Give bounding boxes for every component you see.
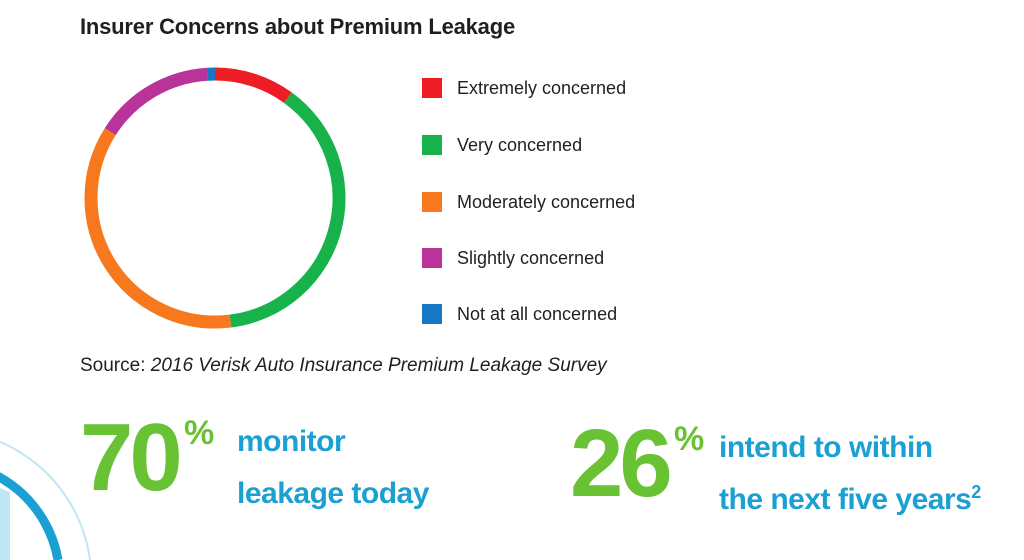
stat-description-line2: leakage today	[237, 477, 429, 510]
source-title: 2016 Verisk Auto Insurance Premium Leaka…	[150, 355, 607, 376]
stat-percent-sign: %	[184, 414, 215, 452]
source-prefix: Source:	[80, 355, 151, 376]
source-note: Source: 2016 Verisk Auto Insurance Premi…	[80, 355, 607, 377]
stat-description: monitor leakage today	[237, 420, 429, 516]
donut-slice-slightly-concerned	[104, 67, 208, 136]
stat-description: intend to within the next five years2	[719, 426, 981, 522]
legend-label-moderately-concerned: Moderately concerned	[457, 191, 636, 212]
stat-monitor: 70 % monitor leakage today	[80, 410, 440, 520]
legend-label-extremely-concerned: Extremely concerned	[457, 77, 627, 98]
stat-description-line1: monitor	[237, 425, 346, 458]
legend-item-not-at-all-concerned: Not at all concerned	[422, 302, 617, 326]
legend-swatch-slightly-concerned	[422, 248, 442, 268]
chart-title: Insurer Concerns about Premium Leakage	[80, 14, 515, 39]
legend-label-not-at-all-concerned: Not at all concerned	[457, 303, 618, 324]
legend-swatch-extremely-concerned	[422, 78, 442, 98]
legend-swatch-very-concerned	[422, 135, 442, 155]
donut-slice-extremely-concerned	[214, 67, 292, 104]
legend-item-extremely-concerned: Extremely concerned	[422, 76, 626, 100]
legend-item-moderately-concerned: Moderately concerned	[422, 190, 635, 214]
legend-swatch-not-at-all-concerned	[422, 304, 442, 324]
stat-percent-sign: %	[674, 420, 705, 458]
stat-description-line2: the next five years2	[719, 482, 981, 516]
legend-item-slightly-concerned: Slightly concerned	[422, 246, 604, 270]
legend-label-slightly-concerned: Slightly concerned	[457, 247, 605, 268]
legend-label-very-concerned: Very concerned	[457, 134, 583, 155]
decorative-arc-outer	[0, 440, 91, 560]
donut-chart	[84, 67, 346, 329]
donut-slice-very-concerned	[229, 92, 346, 328]
legend-item-very-concerned: Very concerned	[422, 133, 582, 157]
legend-swatch-moderately-concerned	[422, 192, 442, 212]
donut-slice-moderately-concerned	[84, 128, 232, 329]
decorative-arc-inner	[0, 472, 63, 560]
stat-number: 26	[570, 410, 673, 517]
decorative-shape	[0, 488, 10, 560]
stat-number: 70	[80, 404, 183, 511]
decorative-arcs	[0, 440, 91, 560]
stat-description-line1: intend to within	[719, 431, 933, 464]
stat-intend: 26 % intend to within the next five year…	[570, 416, 1010, 526]
footnote-marker: 2	[971, 482, 981, 502]
